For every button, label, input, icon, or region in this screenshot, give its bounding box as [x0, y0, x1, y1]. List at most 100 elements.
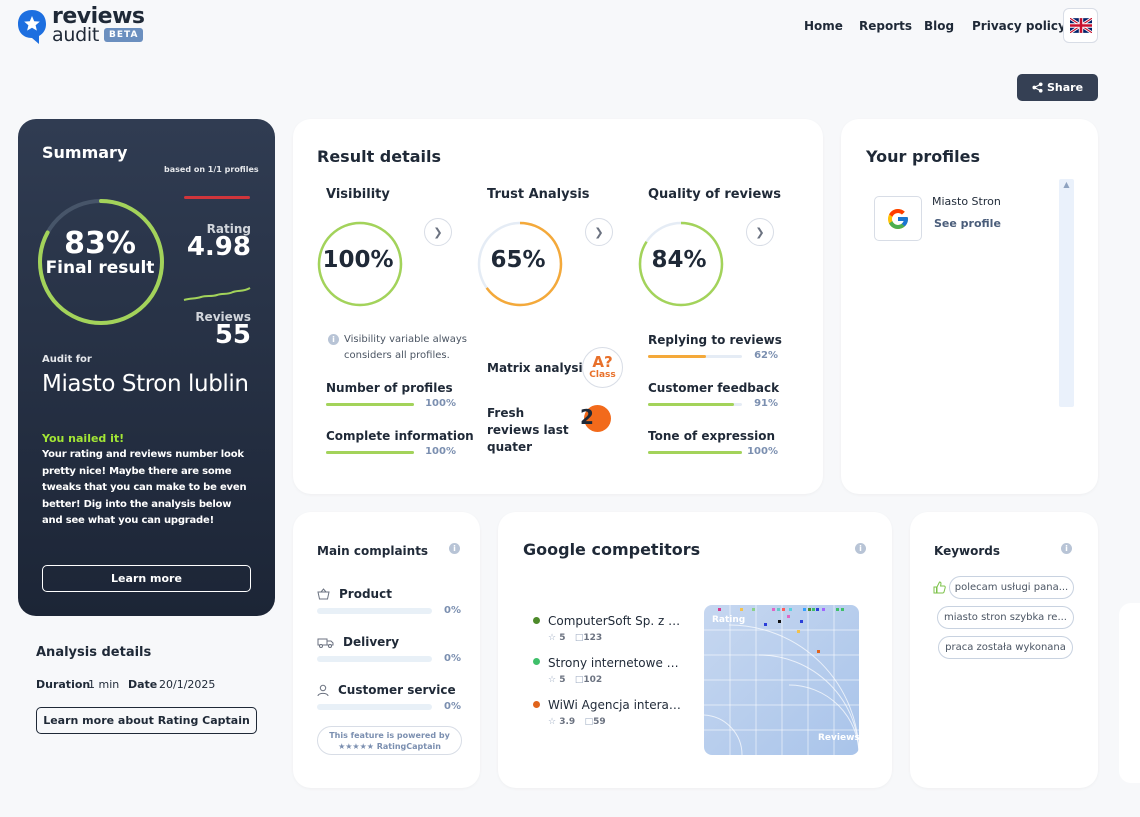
trust-analysis-title: Trust Analysis: [487, 187, 590, 202]
plot-x-label: Reviews: [818, 733, 859, 743]
person-icon: [317, 684, 329, 697]
duration-value: 1 min: [88, 678, 120, 691]
complaint-product-label: Product: [339, 587, 392, 601]
rating-captain-brand: ★★★★★ RatingCaptain: [338, 742, 441, 751]
powered-by-badge[interactable]: This feature is powered by ★★★★★ RatingC…: [317, 726, 462, 755]
summary-based-on: based on 1/1 profiles: [164, 165, 259, 174]
comment-icon: □: [574, 675, 584, 685]
complaint-product-percent: 0%: [444, 605, 461, 616]
complaint-delivery-label: Delivery: [343, 635, 400, 649]
summary-description: Your rating and reviews number look pret…: [42, 449, 247, 526]
nav-privacy-policy[interactable]: Privacy policy: [972, 19, 1066, 33]
comment-icon: □: [574, 633, 584, 643]
share-icon: [1032, 82, 1043, 93]
share-label: Share: [1046, 81, 1084, 94]
complete-information-label: Complete information: [326, 429, 474, 443]
keyword-chip[interactable]: polecam usługi pana...: [949, 576, 1074, 599]
your-profiles-card: [841, 119, 1098, 494]
matrix-analysis-label: Matrix analysis: [487, 361, 590, 375]
scroll-up-icon[interactable]: ▲: [1063, 180, 1070, 189]
your-profiles-title: Your profiles: [866, 147, 981, 166]
audit-business-name: Miasto Stron lublin: [42, 371, 249, 397]
info-icon: i: [328, 334, 339, 345]
visibility-chevron-button[interactable]: ❯: [424, 218, 452, 246]
audit-for-label: Audit for: [42, 354, 92, 365]
trust-chevron-button[interactable]: ❯: [585, 218, 613, 246]
summary-title: Summary: [42, 143, 128, 162]
side-panel-edge: [1119, 603, 1140, 783]
logo-icon: [18, 10, 46, 44]
customer-feedback-label: Customer feedback: [648, 381, 780, 395]
competitor-meta: ☆ 5 □123: [548, 633, 602, 643]
replying-to-reviews-percent: 62%: [754, 350, 778, 361]
customer-feedback-percent: 91%: [754, 398, 778, 409]
visibility-note: Visibility variable always considers all…: [344, 334, 467, 361]
result-details-title: Result details: [317, 147, 442, 166]
complaint-delivery-percent: 0%: [444, 653, 461, 664]
chevron-right-icon: ❯: [755, 225, 765, 239]
nav-home[interactable]: Home: [804, 19, 843, 33]
logo-text-audit: audit: [52, 24, 99, 46]
reviews-label: Reviews: [195, 310, 251, 324]
learn-more-button[interactable]: Learn more: [42, 565, 251, 592]
nav-reports[interactable]: Reports: [859, 19, 913, 33]
see-profile-link[interactable]: See profile: [934, 217, 1001, 230]
competitor-dot: [533, 617, 540, 624]
number-of-profiles-bar: [326, 403, 414, 406]
complaint-delivery-bar: [317, 656, 432, 662]
duration-label: Duration: [36, 678, 91, 691]
competitor-dot: [533, 701, 540, 708]
nav-blog[interactable]: Blog: [924, 19, 955, 33]
number-of-profiles-label: Number of profiles: [326, 381, 453, 395]
profiles-scrollbar[interactable]: ▲: [1059, 179, 1074, 407]
star-icon: ☆: [548, 633, 557, 643]
share-button[interactable]: Share: [1017, 74, 1098, 101]
result-details-card: [293, 119, 823, 494]
visibility-ring: [317, 221, 403, 307]
language-button[interactable]: [1063, 8, 1098, 43]
google-profile-logo[interactable]: [874, 196, 922, 241]
quality-of-reviews-title: Quality of reviews: [648, 187, 782, 202]
chevron-right-icon: ❯: [594, 225, 604, 239]
competitor-rating: 5: [559, 675, 566, 685]
learn-more-rating-captain-button[interactable]: Learn more about Rating Captain: [36, 707, 257, 734]
reviews-value: 55: [214, 320, 251, 350]
fresh-reviews-label: Fresh reviews last quater: [487, 406, 569, 454]
tone-of-expression-percent: 100%: [747, 446, 778, 457]
competitor-rating: 3.9: [559, 717, 576, 727]
truck-icon: [317, 638, 334, 648]
quality-ring: [638, 221, 724, 307]
reviews-trend-line: [183, 287, 251, 301]
complaints-info-icon[interactable]: i: [449, 543, 460, 554]
tone-of-expression-bar: [648, 451, 742, 454]
quality-chevron-button[interactable]: ❯: [746, 218, 774, 246]
rating-label: Rating: [206, 222, 251, 236]
visibility-percent: 100%: [322, 247, 394, 273]
competitor-name[interactable]: WiWi Agencja interaktywna: [548, 698, 683, 712]
competitors-plot: Rating Reviews: [704, 605, 859, 755]
logo-text-reviews: reviews: [52, 4, 145, 29]
comment-icon: □: [584, 717, 594, 727]
keyword-chip[interactable]: praca została wykonana: [938, 636, 1073, 659]
trust-ring: [477, 221, 563, 307]
analysis-details-title: Analysis details: [36, 645, 152, 660]
plot-y-label: Rating: [712, 615, 746, 625]
fresh-reviews-badge: [584, 405, 611, 432]
keywords-info-icon[interactable]: i: [1061, 543, 1072, 554]
star-icon: ☆: [548, 717, 557, 727]
fresh-reviews-count: 2: [580, 405, 594, 429]
google-icon: [888, 208, 908, 229]
uk-flag-icon: [1069, 18, 1092, 33]
competitor-name[interactable]: Strony internetowe WebDesign: [548, 656, 683, 670]
main-complaints-title: Main complaints: [317, 544, 429, 558]
competitors-info-icon[interactable]: i: [855, 543, 866, 554]
replying-to-reviews-label: Replying to reviews: [648, 333, 782, 347]
keyword-chip[interactable]: miasto stron szybka re...: [937, 606, 1074, 629]
complaint-customer-service-bar: [317, 704, 432, 710]
complete-information-bar: [326, 451, 414, 454]
summary-panel: [18, 119, 275, 616]
customer-feedback-bar: [648, 403, 742, 406]
tone-of-expression-label: Tone of expression: [648, 429, 776, 443]
competitor-name[interactable]: ComputerSoft Sp. z o.o.: [548, 614, 683, 628]
quality-percent: 84%: [651, 247, 707, 273]
